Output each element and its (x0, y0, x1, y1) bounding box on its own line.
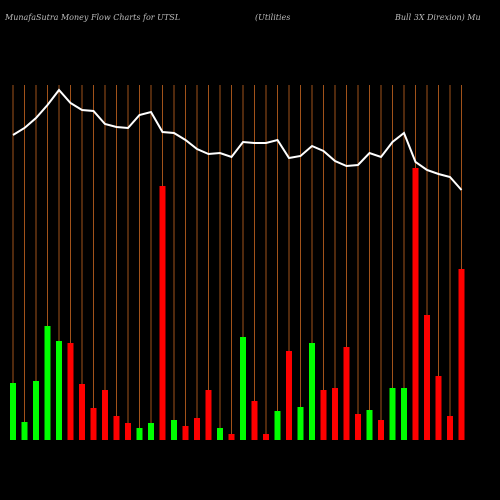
bar (182, 426, 189, 440)
bar (10, 383, 16, 440)
bar (148, 423, 154, 440)
bar (56, 341, 62, 440)
bar (458, 269, 465, 440)
bar (412, 168, 419, 440)
bar (366, 410, 373, 440)
chart-title: MunafaSutra Money Flow Charts for UTSL (4, 13, 180, 22)
bar (240, 337, 246, 440)
bar (194, 418, 200, 440)
bar (447, 416, 453, 440)
bar (251, 401, 258, 440)
bar (355, 414, 361, 440)
bar (343, 347, 350, 440)
money-flow-line (12, 88, 463, 191)
bar (113, 416, 120, 440)
bar (320, 390, 327, 440)
bar (125, 423, 131, 440)
bar (136, 428, 143, 440)
bar (297, 407, 304, 440)
bar (309, 343, 315, 440)
bar (263, 434, 269, 440)
chart-subtitle: (Utilities (255, 13, 290, 22)
bar (424, 315, 430, 440)
bar (67, 343, 74, 440)
bar (33, 381, 39, 440)
chart-subtitle: Bull 3X Direxion) Mu (394, 13, 481, 22)
bar (159, 186, 166, 440)
bar (79, 384, 85, 440)
bar (401, 388, 407, 440)
bar (332, 388, 338, 440)
bar (171, 420, 177, 440)
bar (435, 376, 442, 440)
bar (378, 420, 384, 440)
bar (217, 428, 223, 440)
bar (274, 411, 281, 440)
bar (90, 408, 97, 440)
bar (44, 326, 51, 440)
bar (389, 388, 396, 440)
bar (102, 390, 108, 440)
bar (21, 422, 28, 440)
bar (228, 434, 235, 440)
bar (205, 390, 212, 440)
bar (286, 351, 292, 440)
